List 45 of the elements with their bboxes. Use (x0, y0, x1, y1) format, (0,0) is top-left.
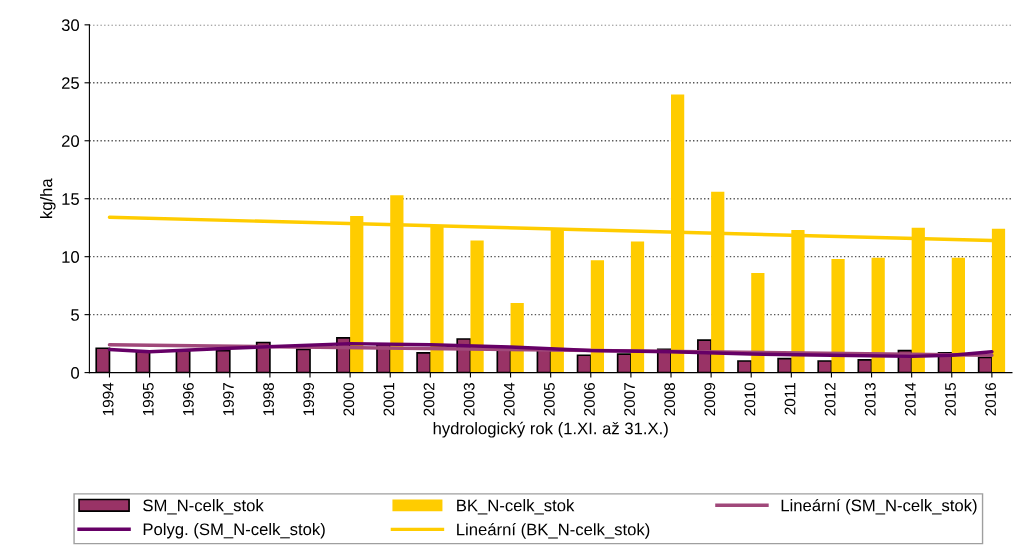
bar (510, 303, 524, 373)
legend-label: Lineární (SM_N-celk_stok) (781, 498, 977, 515)
y-axis-title: kg/ha (40, 178, 56, 218)
x-tick-label: 2006 (584, 382, 595, 416)
x-tick-label: 1996 (182, 382, 194, 416)
bar (831, 259, 845, 373)
x-tick-label: 2001 (383, 383, 395, 416)
x-tick-label: 2016 (985, 382, 996, 416)
x-axis-title: hydrologický rok (1.XI. až 31.X.) (433, 421, 668, 438)
x-tick-label: 2011 (784, 383, 796, 415)
x-tick-label: 2008 (664, 382, 676, 416)
x-tick-label: 1994 (102, 382, 114, 416)
x-tick-label: 1995 (142, 382, 154, 416)
y-tick-label: 25 (61, 77, 79, 89)
x-tick-label: 2003 (463, 382, 475, 416)
x-tick-label: 2015 (945, 382, 956, 416)
y-tick-label: 5 (71, 309, 79, 321)
x-tick-label: 2013 (864, 382, 876, 416)
bar (630, 241, 645, 373)
y-tick-label: 0 (71, 367, 80, 379)
bar (470, 240, 484, 373)
x-tick-label: 1999 (303, 383, 315, 416)
x-tick-label: 2012 (824, 383, 836, 416)
x-tick-label: 2000 (343, 382, 355, 416)
bar (871, 257, 885, 373)
x-tick-label: 2009 (704, 383, 716, 416)
y-tick-label: 15 (62, 193, 79, 205)
y-tick-label: 10 (62, 251, 80, 263)
x-tick-label: 2005 (543, 382, 555, 416)
x-tick-label: 2014 (904, 382, 916, 416)
x-tick-label: 2002 (423, 383, 435, 416)
x-tick-label: 1997 (223, 383, 234, 416)
x-tick-label: 2004 (503, 382, 515, 416)
y-tick-label: 20 (61, 135, 80, 147)
x-tick-label: 2010 (744, 382, 756, 416)
bar (590, 260, 605, 373)
x-tick-label: 2007 (624, 383, 635, 416)
legend-label: Lineární (BK_N-celk_stok) (457, 522, 650, 539)
bar (951, 257, 966, 373)
legend-label: BK_N-celk_stok (457, 499, 575, 515)
legend-label: Polyg. (SM_N-celk_stok) (143, 522, 325, 539)
bar (751, 272, 765, 373)
legend-label: SM_N-celk_stok (143, 499, 264, 515)
y-tick-label: 30 (61, 19, 80, 32)
x-tick-label: 1998 (263, 382, 274, 416)
